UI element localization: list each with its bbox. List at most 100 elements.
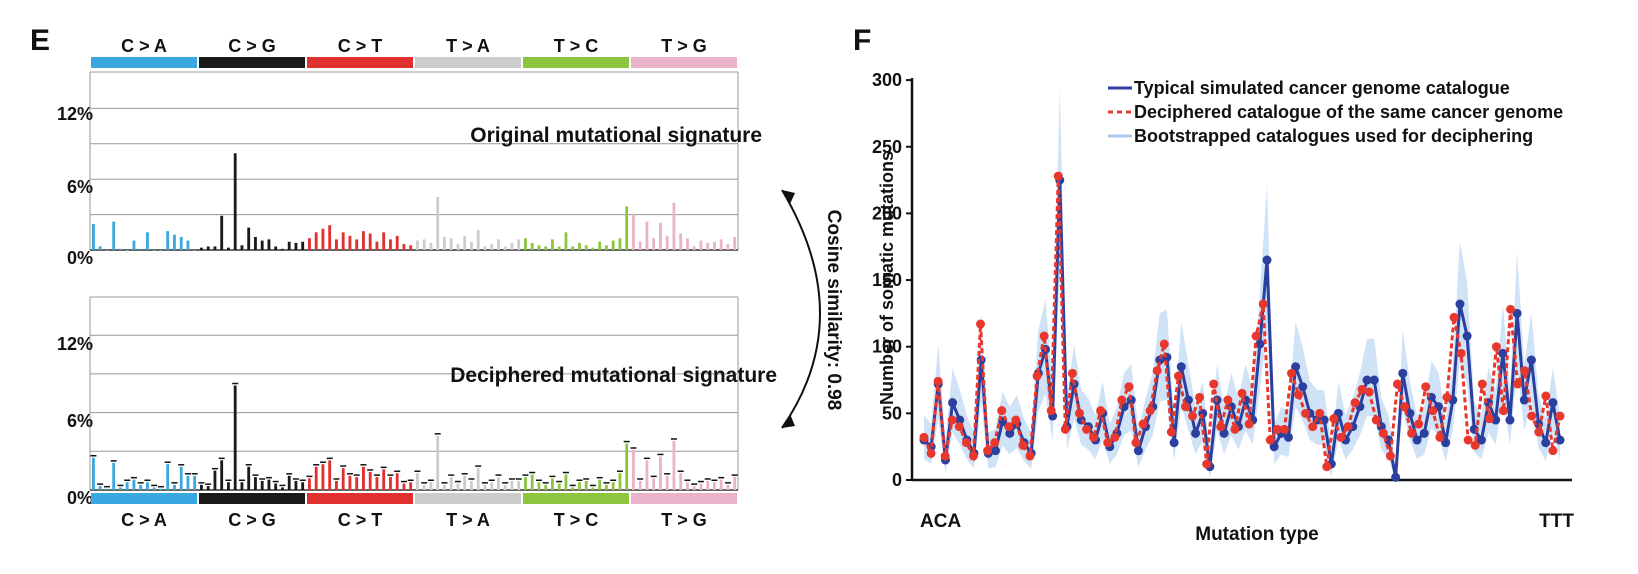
original-bar-10	[159, 250, 163, 251]
deciphered-point-30	[1131, 438, 1141, 448]
deciphered-bar-75	[598, 479, 602, 490]
simulated-point-47	[1255, 339, 1265, 349]
deciphered-point-38	[1188, 411, 1198, 421]
deciphered-point-26	[1103, 438, 1113, 448]
deciphered-bar-60	[497, 477, 500, 490]
e-top-header-bar-1	[199, 57, 305, 68]
deciphered-bar-68	[551, 478, 554, 490]
original-bar-17	[206, 246, 210, 250]
e-bottom-ytick-0: 0%	[67, 488, 93, 508]
cosine-arrow-curve	[781, 189, 821, 429]
simulated-point-30	[1133, 446, 1143, 456]
original-bar-82	[645, 221, 649, 250]
deciphered-point-62	[1357, 384, 1367, 394]
original-bar-48	[416, 240, 419, 250]
original-bar-90	[699, 240, 703, 250]
deciphered-point-25	[1096, 406, 1106, 416]
original-bar-79	[625, 206, 629, 250]
panel-f-y-tick-labels: 0 50 100 150 200 250 300	[872, 70, 912, 490]
original-bar-9	[152, 250, 156, 251]
deciphered-bar-71	[571, 487, 575, 490]
deciphered-bar-43	[382, 469, 386, 490]
deciphered-bar-88	[686, 482, 689, 490]
original-bar-13	[179, 237, 183, 250]
deciphered-bar-44	[389, 477, 392, 490]
deciphered-point-87	[1534, 427, 1544, 437]
deciphered-point-33	[1152, 366, 1162, 376]
deciphered-point-11	[997, 406, 1007, 416]
deciphered-point-66	[1385, 451, 1395, 461]
deciphered-point-55	[1308, 422, 1318, 432]
deciphered-point-20	[1060, 424, 1070, 434]
simulated-point-70	[1419, 428, 1429, 438]
deciphered-bar-70	[564, 474, 568, 490]
original-bar-22	[240, 245, 244, 250]
deciphered-bar-54	[456, 483, 460, 490]
original-bar-65	[530, 242, 534, 250]
deciphered-point-88	[1541, 391, 1551, 401]
original-bar-38	[348, 235, 352, 250]
simulated-point-69	[1412, 435, 1422, 445]
deciphered-bar-59	[490, 482, 494, 490]
deciphered-bar-82	[645, 460, 649, 490]
original-bar-14	[186, 240, 190, 250]
e-bottom-header-bar-5	[631, 493, 737, 504]
original-bar-83	[652, 238, 656, 250]
deciphered-point-61	[1350, 398, 1360, 408]
e-bottom-header-label-2: C > T	[338, 510, 383, 530]
deciphered-bar-69	[557, 483, 561, 490]
original-bar-77	[611, 240, 615, 250]
deciphered-point-43	[1223, 395, 1233, 405]
original-bar-19	[220, 215, 224, 250]
deciphered-point-13	[1011, 415, 1021, 425]
deciphered-bar-26	[267, 479, 271, 490]
simulated-point-84	[1519, 395, 1529, 405]
deciphered-point-52	[1286, 368, 1296, 378]
deciphered-point-21	[1067, 368, 1077, 378]
original-bar-73	[584, 245, 588, 250]
panel-f-legend: Typical simulated cancer genome catalogu…	[1108, 78, 1563, 146]
simulated-point-66	[1391, 472, 1401, 482]
original-bar-7	[139, 248, 143, 250]
simulated-point-81	[1498, 348, 1508, 358]
original-bar-86	[672, 202, 676, 250]
original-bar-6	[132, 240, 136, 250]
deciphered-point-75	[1449, 312, 1459, 322]
cosine-arrow-head-top	[782, 190, 795, 204]
original-bar-16	[200, 247, 203, 250]
f-ytick-150: 150	[872, 270, 902, 290]
original-bar-68	[551, 239, 554, 250]
original-bar-81	[638, 241, 642, 250]
e-top-header-label-1: C > G	[228, 36, 276, 56]
panel-e-original-bars	[92, 153, 737, 251]
original-bar-18	[213, 246, 217, 250]
deciphered-point-32	[1145, 406, 1155, 416]
panel-e-class-headers: C > A C > G C > T T > A T > C T > G C > A C > G…	[91, 36, 737, 530]
deciphered-point-1	[926, 448, 936, 458]
deciphered-point-63	[1364, 387, 1374, 397]
original-bar-67	[544, 246, 548, 250]
e-top-ytick-12: 12%	[57, 104, 93, 124]
deciphered-bar-58	[483, 484, 487, 490]
original-bar-36	[335, 239, 338, 250]
e-top-header-label-0: C > A	[121, 36, 167, 56]
deciphered-point-58	[1329, 414, 1339, 424]
deciphered-point-90	[1555, 411, 1565, 421]
deciphered-bar-57	[476, 468, 480, 490]
deciphered-bar-1	[98, 486, 102, 490]
deciphered-bar-89	[692, 486, 696, 490]
deciphered-point-4	[947, 415, 957, 425]
e-top-header-bar-3	[415, 57, 521, 68]
original-bar-89	[692, 246, 696, 250]
original-bar-40	[362, 231, 365, 250]
original-bar-5	[125, 250, 129, 251]
deciphered-bar-47	[409, 482, 413, 490]
deciphered-bar-24	[254, 477, 257, 490]
deciphered-bar-8	[146, 482, 149, 490]
deciphered-bar-73	[584, 480, 588, 490]
e-bottom-header-label-3: T > A	[446, 510, 490, 530]
original-bar-72	[578, 242, 581, 250]
deciphered-bar-51	[436, 435, 440, 490]
deciphered-bar-90	[699, 483, 703, 490]
